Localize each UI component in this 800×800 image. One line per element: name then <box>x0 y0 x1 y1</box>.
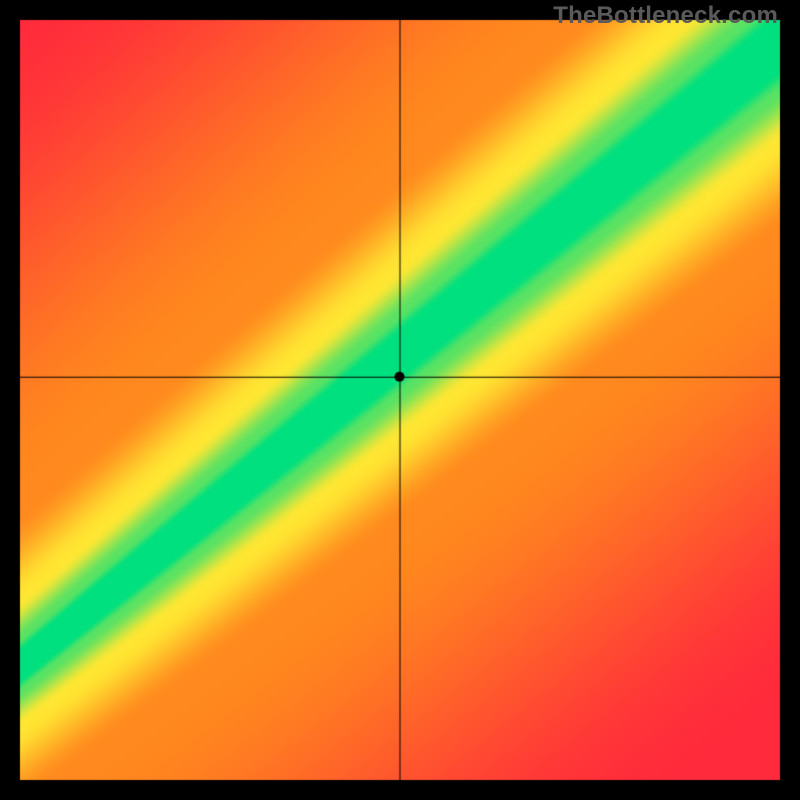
bottleneck-heatmap <box>0 0 800 800</box>
watermark-label: TheBottleneck.com <box>553 2 778 30</box>
